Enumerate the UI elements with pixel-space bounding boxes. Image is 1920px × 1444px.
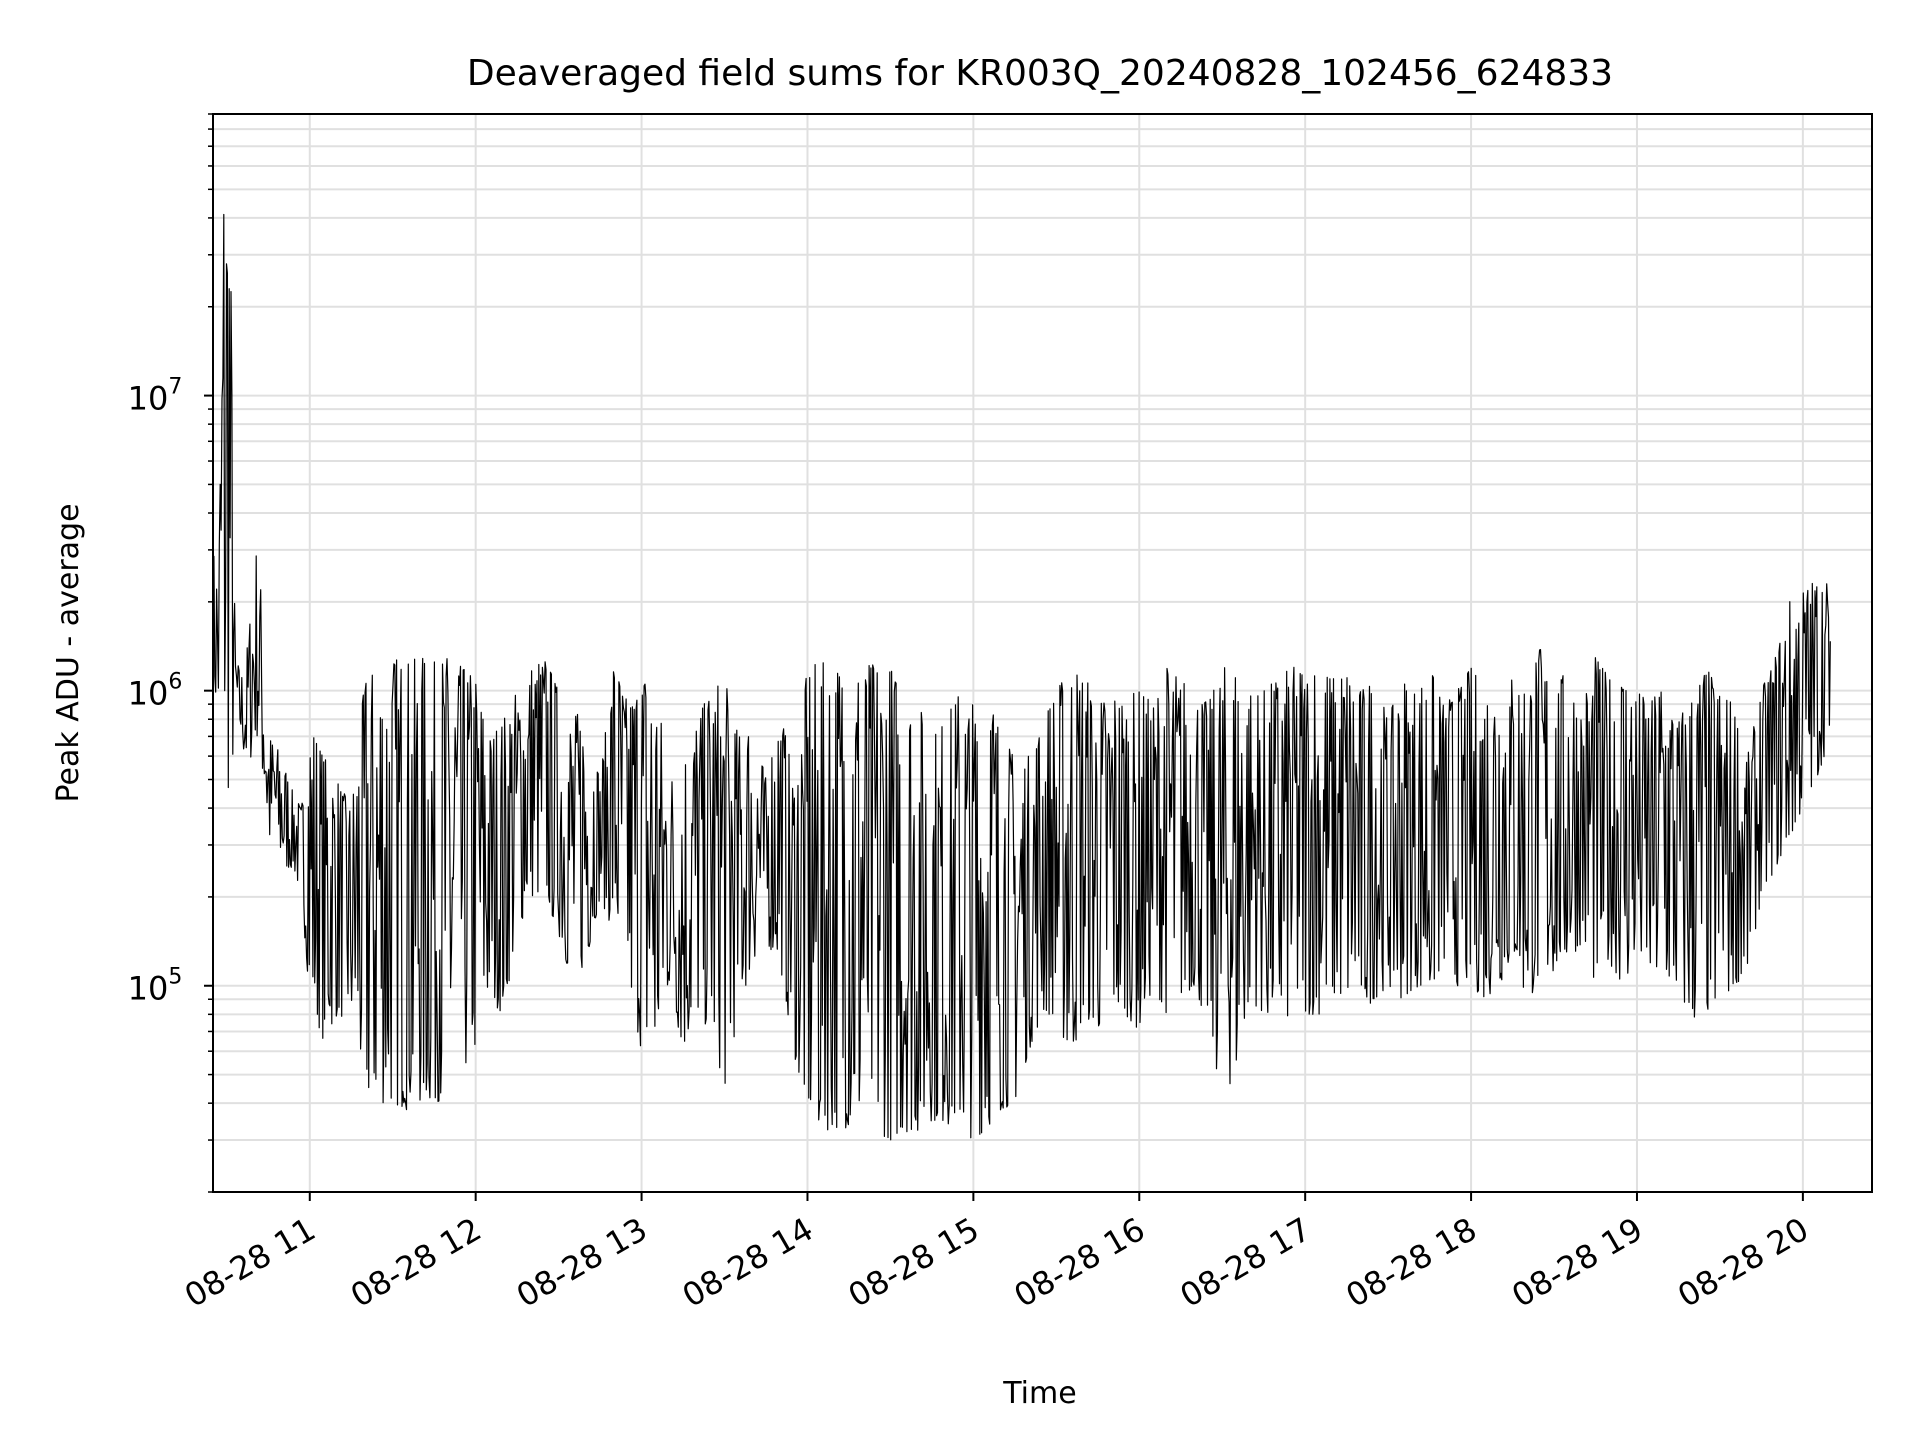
y-tick-label: 106 [128, 670, 183, 713]
y-tick-base: 10 [128, 970, 169, 1008]
chart-title: Deaveraged field sums for KR003Q_2024082… [467, 53, 1613, 94]
y-axis-label: Peak ADU - average [51, 503, 86, 802]
y-tick-base: 10 [128, 380, 169, 418]
plot-frame [212, 113, 1873, 1193]
series-line [212, 213, 1831, 1141]
y-tick-label: 107 [128, 375, 183, 418]
y-tick-label: 105 [128, 965, 183, 1008]
y-tick-exponent: 5 [168, 965, 182, 990]
x-axis-label: Time [1002, 1376, 1076, 1411]
y-tick-exponent: 7 [168, 375, 182, 400]
y-tick-exponent: 6 [168, 670, 182, 695]
data-layer [212, 213, 1831, 1141]
y-tick-base: 10 [128, 675, 169, 713]
